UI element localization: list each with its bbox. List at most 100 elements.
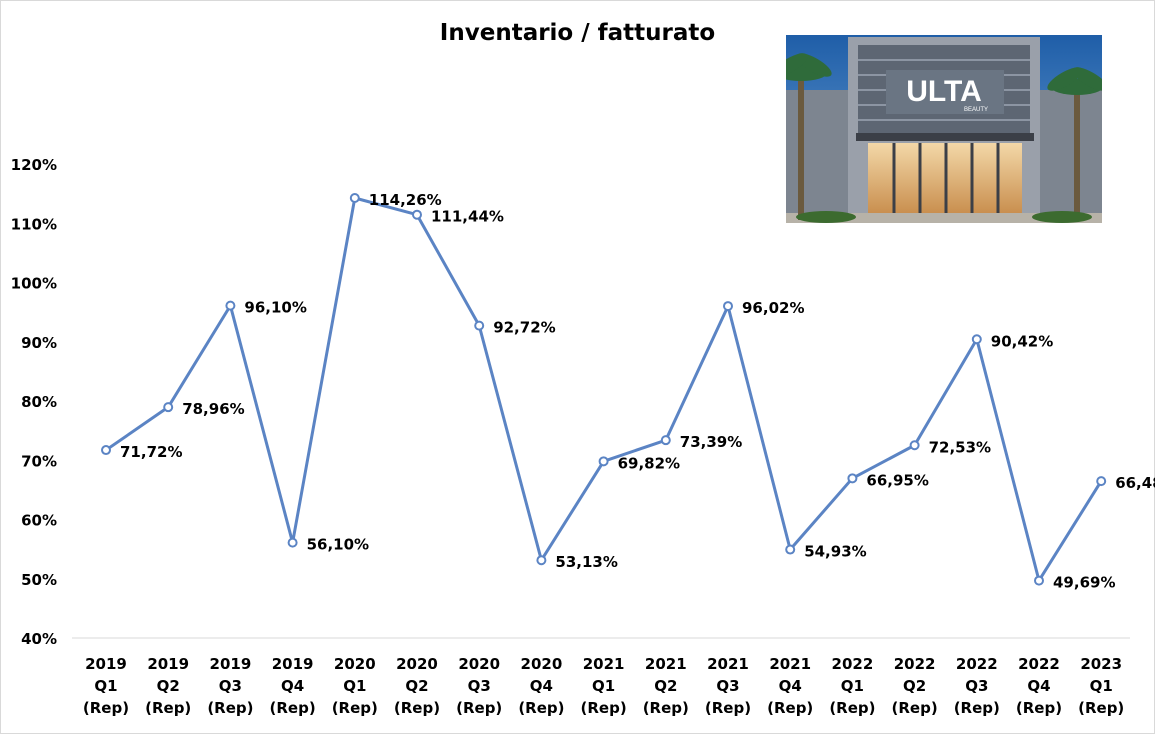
x-tick-label-line: Q4 [1027, 677, 1050, 695]
x-tick-label-line: 2019 [210, 655, 252, 673]
x-tick-label-line: (Rep) [1078, 699, 1124, 717]
data-label: 96,02% [742, 299, 804, 317]
y-tick-label: 40% [21, 630, 57, 648]
data-label: 78,96% [182, 400, 244, 418]
data-label: 69,82% [618, 454, 680, 472]
y-tick-label: 50% [21, 571, 57, 589]
ulta-logo-text: ULTA [906, 75, 982, 108]
x-tick-label: 2019 Q2 (Rep) [145, 655, 191, 717]
x-tick-label-line: (Rep) [581, 699, 627, 717]
x-tick-label-line: Q2 [654, 677, 677, 695]
x-tick-label-line: 2021 [769, 655, 811, 673]
x-tick-label-line: 2022 [832, 655, 874, 673]
ulta-logo-subtext: BEAUTY [964, 107, 988, 113]
x-tick-label-line: (Rep) [83, 699, 129, 717]
x-tick-label-line: (Rep) [954, 699, 1000, 717]
x-tick-label-line: Q1 [592, 677, 615, 695]
x-tick-label: 2021 Q2 (Rep) [643, 655, 689, 717]
x-tick-label-line: 2022 [956, 655, 998, 673]
data-point [723, 301, 733, 312]
data-point [785, 544, 796, 555]
x-tick-label-line: Q4 [530, 677, 553, 695]
x-tick-label: 2022 Q1 (Rep) [829, 655, 875, 717]
data-label: 53,13% [555, 553, 617, 571]
x-tick-label: 2020 Q3 (Rep) [456, 655, 502, 717]
x-tick-label: 2022 Q2 (Rep) [892, 655, 938, 717]
data-label: 90,42% [991, 332, 1053, 350]
x-tick-label-line: 2019 [85, 655, 127, 673]
y-tick-label: 70% [21, 452, 57, 470]
x-tick-label-line: 2019 [272, 655, 314, 673]
data-point [163, 402, 174, 413]
x-tick-label-line: (Rep) [456, 699, 502, 717]
x-tick-label-line: 2019 [147, 655, 189, 673]
data-label: 111,44% [431, 208, 504, 226]
data-label: 66,95% [866, 471, 928, 489]
data-point [225, 300, 236, 311]
x-tick-label-line: Q3 [219, 677, 242, 695]
data-label: 54,93% [804, 543, 866, 561]
x-tick-label-line: Q1 [841, 677, 864, 695]
x-tick-label: 2020 Q2 (Rep) [394, 655, 440, 717]
data-point [287, 537, 298, 548]
data-point [1096, 476, 1107, 487]
x-tick-label-line: (Rep) [145, 699, 191, 717]
x-tick-label-line: (Rep) [332, 699, 378, 717]
data-point [971, 334, 982, 345]
x-tick-label-line: Q2 [405, 677, 428, 695]
x-tick-label-line: 2022 [1018, 655, 1060, 673]
x-tick-label-line: Q4 [779, 677, 802, 695]
x-tick-label-line: (Rep) [1016, 699, 1062, 717]
data-label: 73,39% [680, 433, 742, 451]
x-tick-label-line: 2023 [1080, 655, 1122, 673]
x-tick-label: 2019 Q4 (Rep) [270, 655, 316, 717]
x-tick-label-line: (Rep) [643, 699, 689, 717]
data-label: 72,53% [929, 438, 991, 456]
x-tick-label: 2020 Q4 (Rep) [518, 655, 564, 717]
x-tick-label-line: (Rep) [518, 699, 564, 717]
x-tick-label: 2023 Q1 (Rep) [1078, 655, 1124, 717]
x-tick-label: 2019 Q1 (Rep) [83, 655, 129, 717]
x-tick-label-line: Q1 [94, 677, 117, 695]
x-tick-label-line: Q2 [157, 677, 180, 695]
x-tick-label-line: (Rep) [892, 699, 938, 717]
data-label: 92,72% [493, 319, 555, 337]
x-tick-label-line: (Rep) [270, 699, 316, 717]
data-label: 49,69% [1053, 574, 1115, 592]
x-tick-label-line: 2020 [334, 655, 376, 673]
x-tick-label-line: 2020 [396, 655, 438, 673]
x-tick-label-line: 2021 [645, 655, 687, 673]
y-tick-label: 110% [11, 215, 57, 233]
x-tick-label-line: (Rep) [829, 699, 875, 717]
x-tick-label-line: 2020 [458, 655, 500, 673]
x-tick-label-line: (Rep) [767, 699, 813, 717]
x-tick-label: 2021 Q4 (Rep) [767, 655, 813, 717]
data-label: 96,10% [244, 299, 306, 317]
data-point [847, 473, 858, 484]
x-tick-label-line: (Rep) [207, 699, 253, 717]
data-point [1034, 575, 1044, 586]
chart-title: Inventario / fatturato [439, 20, 716, 46]
x-tick-label-line: (Rep) [705, 699, 751, 717]
y-tick-label: 90% [21, 334, 57, 352]
series-line [105, 196, 1103, 583]
x-tick-label-line: Q4 [281, 677, 304, 695]
data-point [349, 193, 360, 204]
chart-title-wrap: Inventario / fatturato [0, 20, 1155, 46]
x-tick-label-line: 2021 [583, 655, 625, 673]
x-tick-label: 2019 Q3 (Rep) [207, 655, 253, 717]
ulta-store-photo: ULTA BEAUTY [786, 35, 1102, 223]
y-tick-label: 80% [21, 393, 57, 411]
x-tick-label: 2020 Q1 (Rep) [332, 655, 378, 717]
data-point [909, 440, 920, 451]
data-label: 66,48% [1115, 474, 1155, 492]
x-tick-label: 2021 Q3 (Rep) [705, 655, 751, 717]
x-tick-label-line: Q3 [468, 677, 491, 695]
data-point [412, 209, 422, 220]
data-label: 71,72% [120, 443, 182, 461]
x-tick-label-line: 2022 [894, 655, 936, 673]
x-tick-label: 2022 Q3 (Rep) [954, 655, 1000, 717]
data-point [474, 320, 485, 331]
y-tick-label: 120% [11, 156, 57, 174]
data-label: 114,26% [369, 191, 442, 209]
